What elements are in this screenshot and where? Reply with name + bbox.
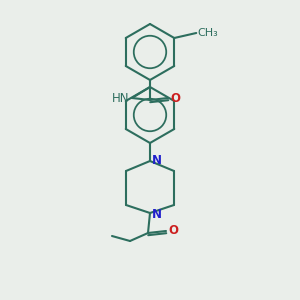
Text: HN: HN [112,92,129,104]
Text: N: N [152,154,162,166]
Text: O: O [170,92,180,104]
Text: O: O [168,224,178,238]
Text: N: N [152,208,162,220]
Text: CH₃: CH₃ [197,28,218,38]
